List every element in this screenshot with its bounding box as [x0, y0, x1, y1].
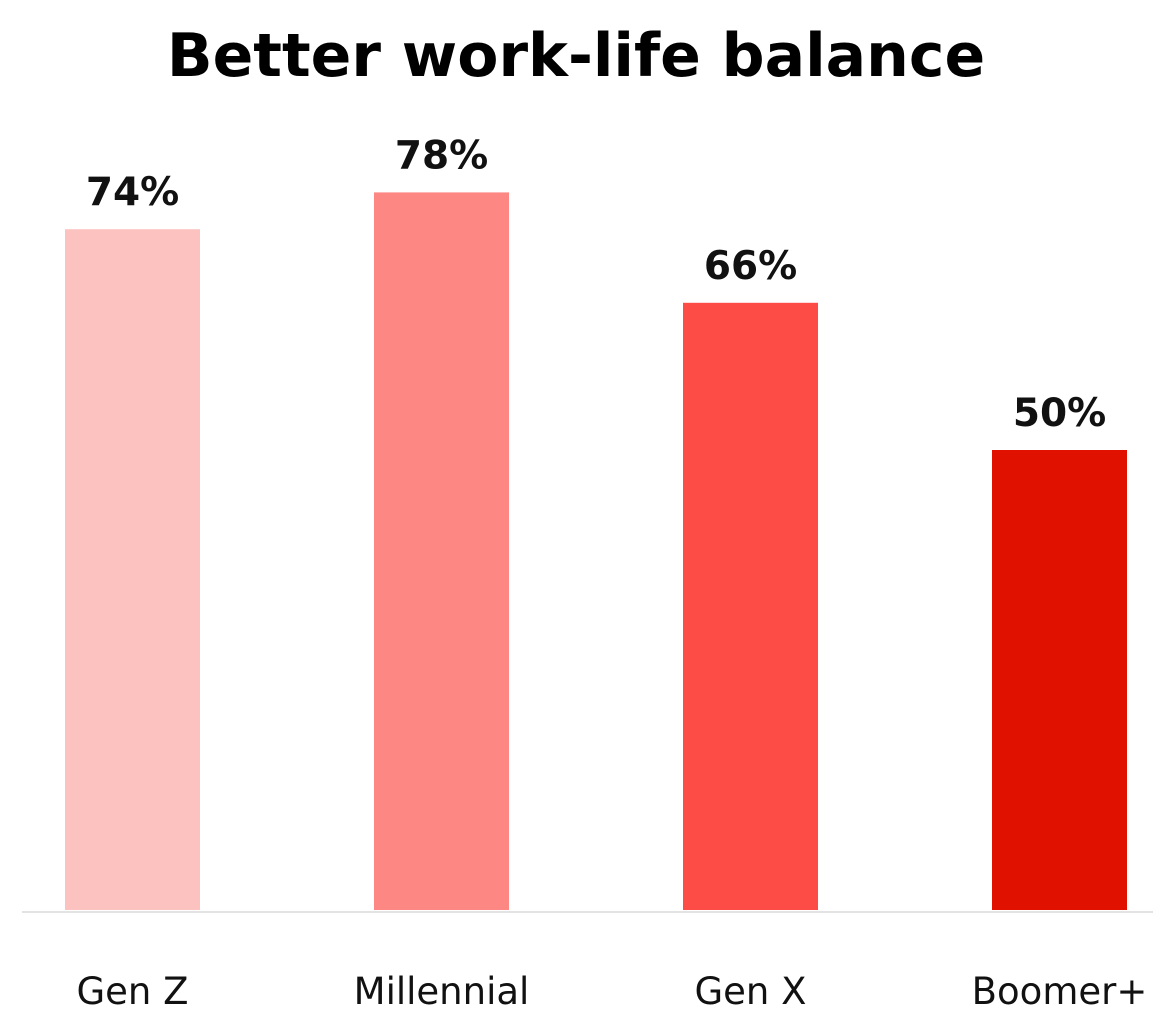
category-label: Millennial — [354, 970, 530, 1012]
bar-gen-z — [65, 229, 200, 910]
value-label: 66% — [704, 244, 797, 289]
bar-millennial — [374, 192, 509, 910]
bar-boomer — [992, 450, 1127, 910]
category-labels-layer: Gen Z Millennial Gen X Boomer+ — [77, 970, 1148, 1012]
value-label: 78% — [395, 133, 488, 178]
bars-layer — [65, 192, 1127, 910]
value-label: 50% — [1013, 391, 1106, 436]
value-labels-layer: 74% 78% 66% 50% — [86, 133, 1106, 436]
category-label: Boomer+ — [972, 970, 1148, 1012]
bar-gen-x — [683, 302, 818, 910]
category-label: Gen X — [695, 970, 807, 1012]
chart-title: Better work-life balance — [167, 21, 985, 91]
category-label: Gen Z — [77, 970, 189, 1012]
value-label: 74% — [86, 170, 179, 215]
